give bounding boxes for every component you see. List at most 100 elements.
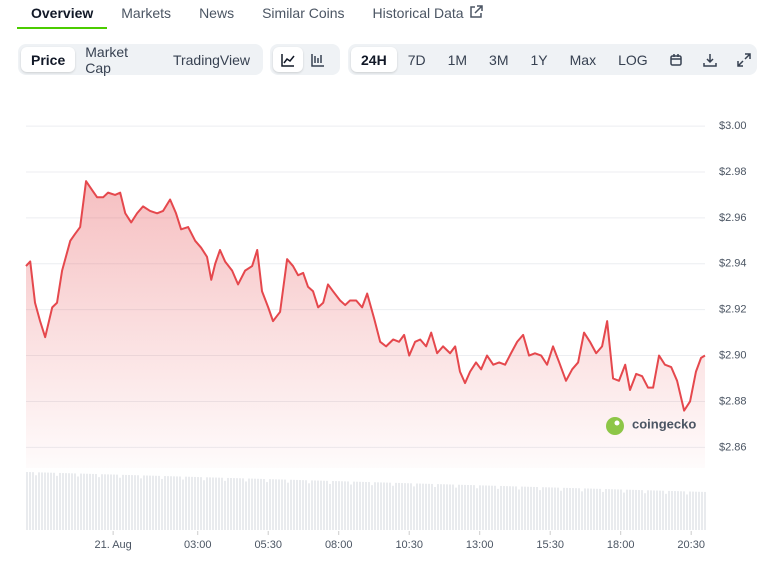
volume-bar bbox=[305, 480, 307, 530]
volume-bar bbox=[101, 474, 103, 530]
volume-bar bbox=[563, 487, 565, 530]
volume-bar bbox=[248, 478, 250, 530]
calendar-icon bbox=[669, 53, 682, 66]
volume-bar bbox=[437, 484, 439, 530]
volume-bar bbox=[602, 491, 604, 530]
volume-bar bbox=[38, 472, 40, 530]
volume-bar bbox=[251, 478, 253, 530]
volume-bar bbox=[620, 489, 622, 530]
range-button[interactable]: Max bbox=[569, 51, 597, 68]
volume-bar bbox=[185, 476, 187, 530]
volume-bar bbox=[461, 484, 463, 530]
metric-button[interactable]: Market Cap bbox=[85, 43, 129, 76]
volume-bar bbox=[239, 478, 241, 530]
volume-bar bbox=[680, 491, 682, 530]
volume-bar bbox=[164, 476, 166, 530]
volume-bar bbox=[134, 475, 136, 530]
tab-bar: Overview Markets News Similar Coins Hist… bbox=[17, 0, 497, 29]
volume-bar bbox=[608, 489, 610, 530]
volume-bar bbox=[629, 489, 631, 530]
volume-bar bbox=[509, 486, 511, 530]
range-button[interactable]: 3M bbox=[489, 51, 509, 68]
x-tick-label: 03:00 bbox=[184, 539, 212, 551]
volume-bar bbox=[632, 489, 634, 530]
volume-bar bbox=[302, 480, 304, 530]
volume-bar bbox=[539, 490, 541, 530]
volume-bar bbox=[560, 490, 562, 530]
volume-bar bbox=[395, 482, 397, 530]
x-tick-label: 21. Aug bbox=[94, 539, 131, 551]
volume-bar bbox=[272, 479, 274, 530]
volume-bar bbox=[605, 489, 607, 530]
volume-bar bbox=[56, 475, 58, 530]
candle-chart-button[interactable] bbox=[303, 47, 333, 72]
line-icon bbox=[281, 53, 295, 67]
volume-bar bbox=[653, 490, 655, 530]
volume-bar bbox=[503, 486, 505, 530]
volume-bar bbox=[152, 475, 154, 530]
tab[interactable]: Similar Coins bbox=[262, 5, 345, 21]
line-chart-button[interactable] bbox=[273, 47, 303, 72]
metric-button[interactable]: TradingView bbox=[172, 51, 250, 68]
volume-bar bbox=[146, 475, 148, 530]
volume-bar bbox=[53, 472, 55, 530]
watermark-text: coingecko bbox=[632, 416, 696, 431]
volume-bar bbox=[548, 487, 550, 530]
tab[interactable]: Markets bbox=[121, 5, 172, 21]
tab[interactable]: Overview bbox=[17, 0, 108, 29]
volume-bar bbox=[584, 488, 586, 530]
volume-bar bbox=[389, 482, 391, 530]
watermark: coingecko bbox=[606, 416, 696, 435]
volume-bar bbox=[95, 474, 97, 530]
volume-bar bbox=[275, 479, 277, 530]
volume-bar bbox=[290, 479, 292, 530]
volume-bar bbox=[587, 488, 589, 530]
download-button[interactable] bbox=[693, 47, 727, 72]
volume-bar bbox=[536, 487, 538, 530]
metric-button[interactable]: Price bbox=[21, 47, 76, 72]
range-button[interactable]: 1Y bbox=[530, 51, 548, 68]
range-button[interactable]: 1M bbox=[447, 51, 468, 68]
volume-bar bbox=[230, 478, 232, 530]
range-button[interactable]: LOG bbox=[618, 51, 648, 68]
volume-bar bbox=[407, 483, 409, 530]
volume-bar bbox=[65, 473, 67, 530]
y-tick-label: $2.94 bbox=[719, 258, 747, 270]
volume-bar bbox=[704, 491, 706, 530]
volume-bar bbox=[515, 486, 517, 530]
volume-bar bbox=[209, 477, 211, 530]
volume-bar bbox=[119, 477, 121, 530]
volume-bar bbox=[662, 490, 664, 530]
watermark-logo bbox=[606, 417, 624, 435]
volume-bar bbox=[689, 491, 691, 530]
volume-bar bbox=[581, 491, 583, 530]
volume-bar bbox=[80, 473, 82, 530]
volume-bar bbox=[362, 481, 364, 530]
volume-bar bbox=[296, 479, 298, 530]
volume-bar bbox=[404, 483, 406, 530]
volume-bar bbox=[227, 477, 229, 530]
calendar-button[interactable] bbox=[659, 47, 693, 72]
volume-bar bbox=[269, 479, 271, 530]
volume-bar bbox=[695, 491, 697, 530]
volume-bar bbox=[320, 480, 322, 530]
x-tick-label: 13:00 bbox=[466, 539, 494, 551]
x-tick-label: 15:30 bbox=[536, 539, 564, 551]
volume-bar bbox=[137, 475, 139, 530]
volume-bar bbox=[335, 481, 337, 530]
y-tick-label: $2.86 bbox=[719, 441, 747, 453]
volume-bar bbox=[281, 479, 283, 530]
volume-bar bbox=[221, 477, 223, 530]
y-tick-label: $3.00 bbox=[719, 120, 747, 132]
tab[interactable]: Historical Data bbox=[359, 0, 497, 29]
volume-bar bbox=[215, 477, 217, 530]
tab[interactable]: News bbox=[199, 5, 235, 21]
volume-bar bbox=[329, 483, 331, 530]
volume-bar bbox=[26, 472, 28, 530]
range-button[interactable]: 24H bbox=[351, 47, 397, 72]
volume-bar bbox=[155, 475, 157, 530]
range-button[interactable]: 7D bbox=[407, 51, 426, 68]
volume-bar bbox=[383, 482, 385, 530]
volume-bar bbox=[551, 487, 553, 530]
fullscreen-button[interactable] bbox=[727, 47, 761, 72]
